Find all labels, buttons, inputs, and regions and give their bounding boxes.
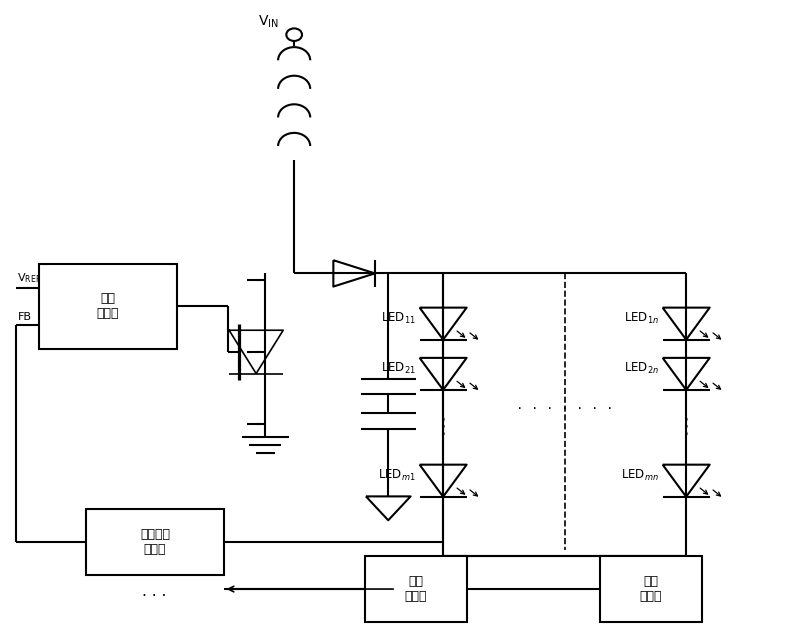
Text: . . .: . . . [142,585,166,599]
Bar [365,556,466,622]
Text: LED$_{1n}$: LED$_{1n}$ [624,311,658,326]
Text: 最小电压
选择器: 最小电压 选择器 [140,528,170,556]
Text: ⋮: ⋮ [433,417,454,437]
Bar [86,509,224,575]
Text: LED$_{11}$: LED$_{11}$ [381,311,416,326]
Bar [600,556,702,622]
Bar [39,264,177,349]
Text: LED$_{mn}$: LED$_{mn}$ [621,468,658,483]
Text: FB: FB [18,312,31,322]
Text: LED$_{m1}$: LED$_{m1}$ [378,468,416,483]
Text: 电流
调节环: 电流 调节环 [405,575,427,603]
Text: V$_{\rm IN}$: V$_{\rm IN}$ [258,14,278,30]
Text: . . . . . . .: . . . . . . . [516,399,614,412]
Text: 电压
调节环: 电压 调节环 [97,292,119,320]
Text: ⋮: ⋮ [676,417,697,437]
Text: LED$_{21}$: LED$_{21}$ [381,362,416,376]
Text: LED$_{2n}$: LED$_{2n}$ [624,362,658,376]
Text: 电流
调节环: 电流 调节环 [640,575,662,603]
Text: V$_{\rm REF}$: V$_{\rm REF}$ [18,271,42,285]
